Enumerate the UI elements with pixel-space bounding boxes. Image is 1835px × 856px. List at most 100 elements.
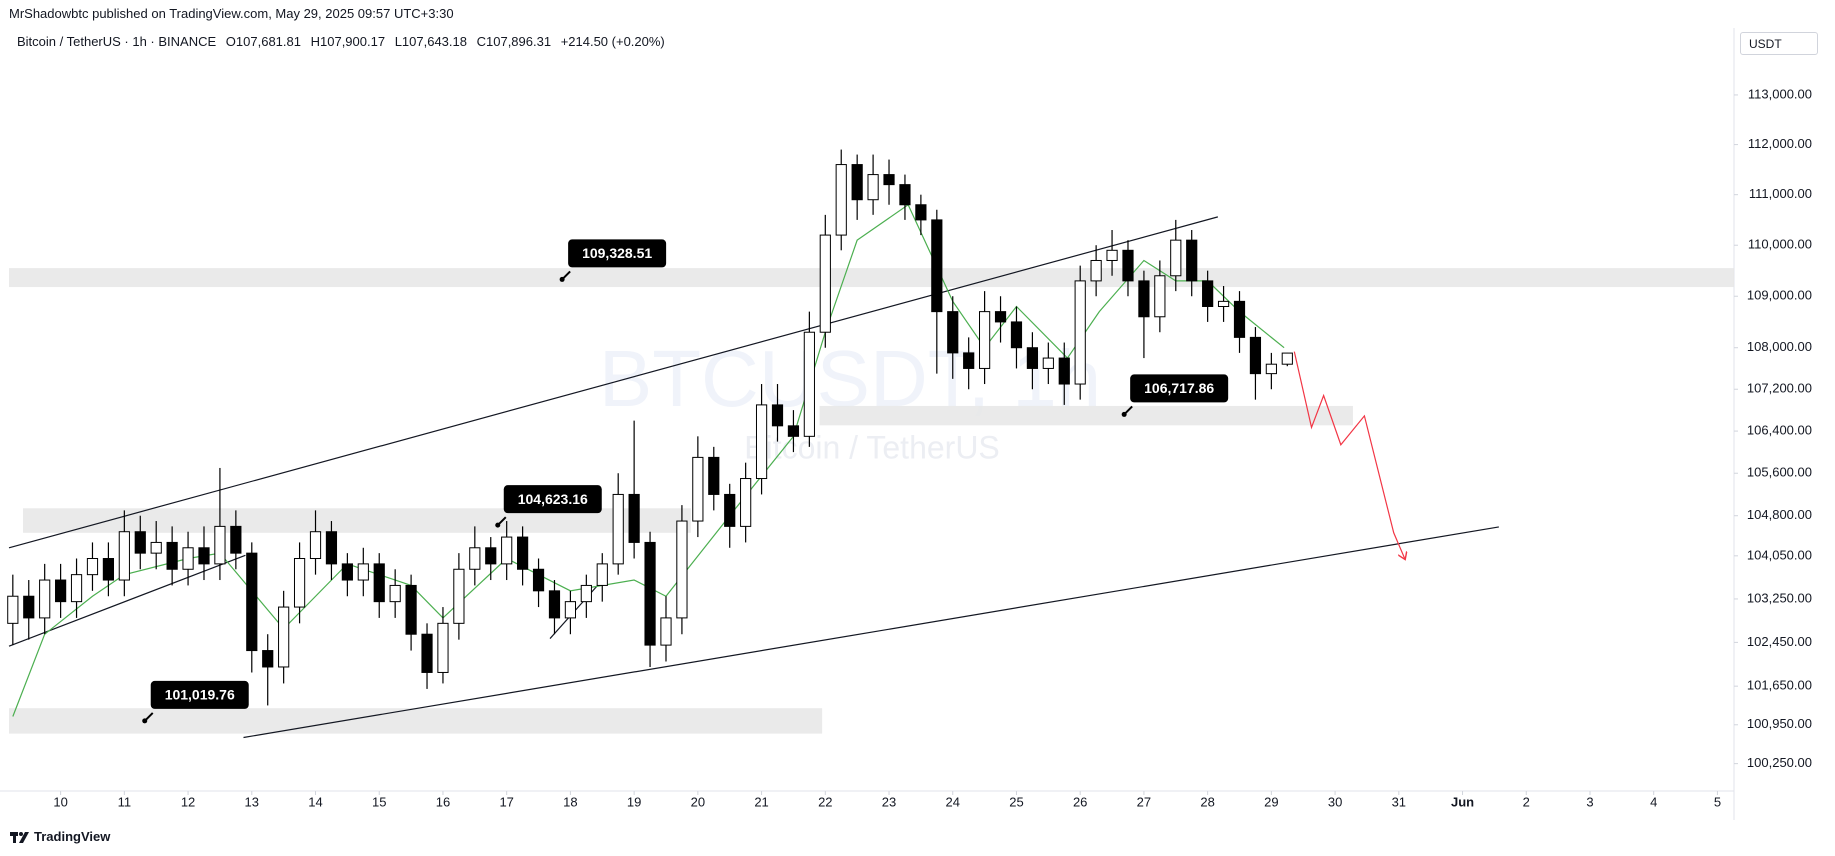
candle-body (1233, 300, 1246, 338)
candle-body (676, 520, 688, 619)
candle-body (293, 558, 306, 608)
candle-body (262, 650, 274, 668)
zone (9, 708, 823, 734)
zone (819, 405, 1353, 426)
tag-label: 106,717.86 (1144, 380, 1214, 396)
candle-body (771, 404, 784, 427)
candle-body (740, 478, 752, 527)
zone (9, 268, 1734, 288)
tag-label: 109,328.51 (582, 245, 652, 261)
candle-body (55, 579, 67, 603)
candle-body (1106, 249, 1118, 261)
candle-body (39, 579, 51, 619)
y-tick-label: 109,000.00 (1747, 288, 1812, 303)
candle-body (803, 331, 815, 437)
candle-body (1154, 275, 1166, 318)
candle-body (1170, 239, 1182, 277)
candle-body (564, 601, 577, 619)
candle-body (1138, 280, 1150, 318)
x-tick-label: 24 (946, 794, 960, 809)
candle-body (230, 525, 242, 554)
y-tick-label: 108,000.00 (1747, 339, 1812, 354)
candle-body (198, 547, 210, 565)
candle-body (963, 352, 975, 369)
candle-body (7, 595, 19, 624)
x-tick-label: 26 (1073, 794, 1087, 809)
x-tick-label: 19 (627, 794, 641, 809)
publisher-line: MrShadowbtc published on TradingView.com… (9, 6, 454, 21)
tag-box (150, 680, 249, 709)
x-tick-label: 25 (1009, 794, 1023, 809)
x-tick-label: 17 (499, 794, 513, 809)
candle-body (835, 164, 847, 236)
y-tick-label: 111,000.00 (1749, 186, 1812, 201)
trendline (8, 216, 1218, 549)
candle-body (1249, 336, 1262, 375)
candle-body (915, 204, 927, 221)
candle-body (979, 311, 991, 369)
y-tick-label: 106,400.00 (1747, 423, 1812, 438)
candle-body (437, 622, 449, 673)
currency-button[interactable]: USDT (1740, 32, 1818, 55)
candle-body (1010, 321, 1023, 349)
x-tick-label: 16 (436, 794, 450, 809)
x-tick-label: 14 (308, 794, 322, 809)
candle-body (851, 164, 863, 201)
candle-body (580, 584, 592, 603)
candle-body (931, 219, 943, 313)
x-tick-label: 20 (691, 794, 705, 809)
trendline (243, 526, 1499, 739)
candle-body (708, 456, 720, 495)
x-tick-label: 29 (1264, 794, 1278, 809)
candle-body (1122, 249, 1134, 282)
candle-body (325, 531, 338, 565)
tag-box (568, 239, 667, 268)
x-tick-label: 18 (563, 794, 577, 809)
candle-body (501, 536, 513, 565)
tag-box (503, 485, 602, 514)
candle-body (1074, 280, 1086, 385)
x-tick-label: 3 (1586, 794, 1593, 809)
candle-body (1058, 357, 1070, 385)
candle-body (357, 563, 369, 581)
candle-body (389, 584, 401, 603)
brand: TradingView (34, 829, 111, 844)
candle-body (118, 531, 130, 581)
x-tick-label: 12 (181, 794, 195, 809)
x-tick-label: 30 (1328, 794, 1342, 809)
candle-body (309, 531, 322, 560)
footer: TradingView (10, 829, 110, 844)
candle-body (485, 547, 497, 565)
x-tick-label: 11 (118, 794, 132, 809)
candle-body (1026, 347, 1039, 369)
trendline (549, 579, 604, 639)
x-tick-label: 5 (1714, 794, 1721, 809)
tag-label: 101,019.76 (165, 687, 235, 703)
candle-body (755, 404, 768, 480)
candle-body (182, 547, 194, 570)
candle-body (150, 541, 162, 554)
tag-box (1130, 374, 1229, 403)
x-tick-label: 31 (1392, 794, 1406, 809)
ohlc-high: H107,900.17 (310, 34, 386, 49)
candle-body (102, 558, 115, 581)
x-tick-label: 28 (1200, 794, 1214, 809)
candle-body (1281, 352, 1293, 365)
candle-body (532, 568, 545, 592)
y-tick-label: 104,050.00 (1747, 547, 1812, 562)
tag-anchor (1121, 411, 1127, 417)
tag-label: 104,623.16 (518, 491, 588, 507)
y-tick-label: 110,000.00 (1748, 237, 1812, 252)
x-tick-label: 10 (53, 794, 67, 809)
x-tick-label: 27 (1137, 794, 1151, 809)
candle-body (1186, 239, 1198, 282)
candle-body (1090, 259, 1102, 282)
candle-body (867, 174, 879, 201)
y-tick-label: 107,200.00 (1747, 381, 1812, 396)
x-tick-label: 2 (1523, 794, 1530, 809)
y-tick-label: 103,250.00 (1747, 590, 1812, 605)
candle-body (405, 584, 417, 635)
y-tick-label: 104,800.00 (1747, 507, 1812, 522)
y-tick-label: 100,250.00 (1747, 755, 1812, 770)
